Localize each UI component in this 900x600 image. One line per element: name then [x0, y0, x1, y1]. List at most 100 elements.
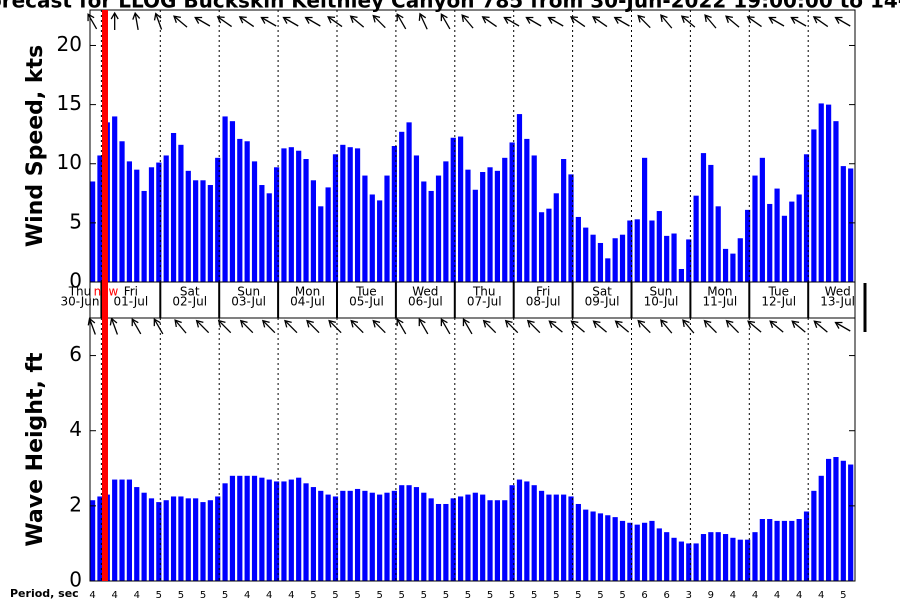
arrow-head [725, 319, 734, 328]
direction-arrow [725, 319, 740, 334]
arrow-head [109, 317, 118, 326]
bar [671, 537, 677, 581]
arrow-head [327, 16, 336, 24]
direction-arrow [768, 16, 785, 27]
period-value: 5 [509, 590, 515, 600]
bar [767, 519, 773, 581]
bar [561, 159, 567, 282]
bar [840, 460, 846, 581]
bar [833, 457, 839, 581]
arrow-head [592, 16, 601, 24]
bar [789, 201, 795, 282]
arrow-head [812, 16, 821, 24]
bar [737, 238, 743, 282]
direction-arrow [704, 14, 717, 29]
bar [340, 144, 346, 282]
arrow-shaft [419, 319, 429, 335]
bar [590, 234, 596, 282]
period-value: 4 [752, 590, 758, 600]
bar [178, 496, 184, 581]
arrow-shaft [661, 15, 673, 29]
bar [553, 193, 559, 282]
bar [803, 511, 810, 581]
bar [715, 206, 721, 282]
arrow-head [194, 16, 203, 24]
day-row [89, 281, 856, 319]
arrow-shaft [263, 320, 276, 334]
bar [781, 215, 788, 282]
bar [428, 190, 434, 282]
bar [163, 155, 169, 282]
bar [332, 154, 339, 282]
bar [251, 161, 258, 282]
period-value: 4 [774, 590, 780, 600]
arrow-head [525, 16, 534, 24]
arrow-shaft [397, 14, 407, 30]
arrow-shaft [285, 320, 298, 334]
period-value: 5 [619, 590, 625, 600]
arrow-shaft [111, 319, 119, 335]
arrow-shaft [615, 17, 630, 27]
period-value: 5 [597, 590, 603, 600]
bar [259, 185, 265, 282]
bar [200, 502, 206, 581]
bar [502, 157, 508, 282]
y-tick-label: 0 [69, 568, 82, 592]
day-weekday: Wed [412, 285, 438, 299]
direction-arrow [461, 14, 474, 29]
bar [310, 487, 316, 581]
bar [325, 187, 331, 282]
period-value: 4 [89, 590, 95, 600]
bar [465, 494, 471, 581]
arrow-head [349, 15, 358, 23]
period-value: 4 [288, 590, 294, 600]
bar [296, 477, 302, 581]
bar [170, 132, 177, 282]
arrow-head [548, 320, 557, 328]
bar [134, 169, 140, 282]
arrow-shaft [661, 320, 673, 334]
period-value: 5 [354, 590, 360, 600]
bar [391, 146, 397, 282]
day-weekday: Sun [650, 285, 673, 299]
arrow-shaft [638, 320, 651, 334]
arrow-shaft [373, 320, 386, 334]
bar [693, 543, 699, 581]
day-weekday: Sat [180, 285, 200, 299]
period-value: 4 [818, 590, 824, 600]
bar [722, 248, 729, 282]
y-tick-label: 2 [69, 492, 82, 516]
arrow-head [174, 319, 182, 328]
bar [200, 180, 206, 282]
direction-arrow [547, 16, 564, 27]
arrow-shaft [526, 17, 542, 27]
arrow-shaft [89, 319, 96, 335]
arrow-head [482, 319, 491, 328]
bar [619, 520, 626, 581]
period-value: 5 [487, 590, 493, 600]
day-date: 07-Jul [467, 295, 502, 309]
direction-arrow [153, 318, 164, 335]
arrow-shaft [218, 320, 232, 334]
arrow-shaft [307, 320, 320, 334]
y-tick-label: 10 [57, 150, 82, 174]
bar [421, 181, 427, 282]
arrow-shaft [351, 320, 364, 334]
day-date: 04-Jul [290, 295, 325, 309]
bar [803, 154, 810, 282]
bar [619, 234, 626, 282]
bar [450, 498, 456, 581]
bar [340, 490, 346, 581]
bar [119, 141, 125, 282]
direction-arrow [418, 12, 428, 30]
arrow-shaft [419, 14, 428, 30]
bar [774, 188, 780, 282]
arrow-head [660, 14, 668, 23]
bar [207, 185, 213, 282]
bar [354, 488, 361, 581]
bar [222, 483, 228, 581]
arrow-head [239, 319, 248, 328]
bar [538, 212, 545, 282]
arrow-shaft [769, 17, 785, 27]
arrow-head [173, 15, 181, 23]
